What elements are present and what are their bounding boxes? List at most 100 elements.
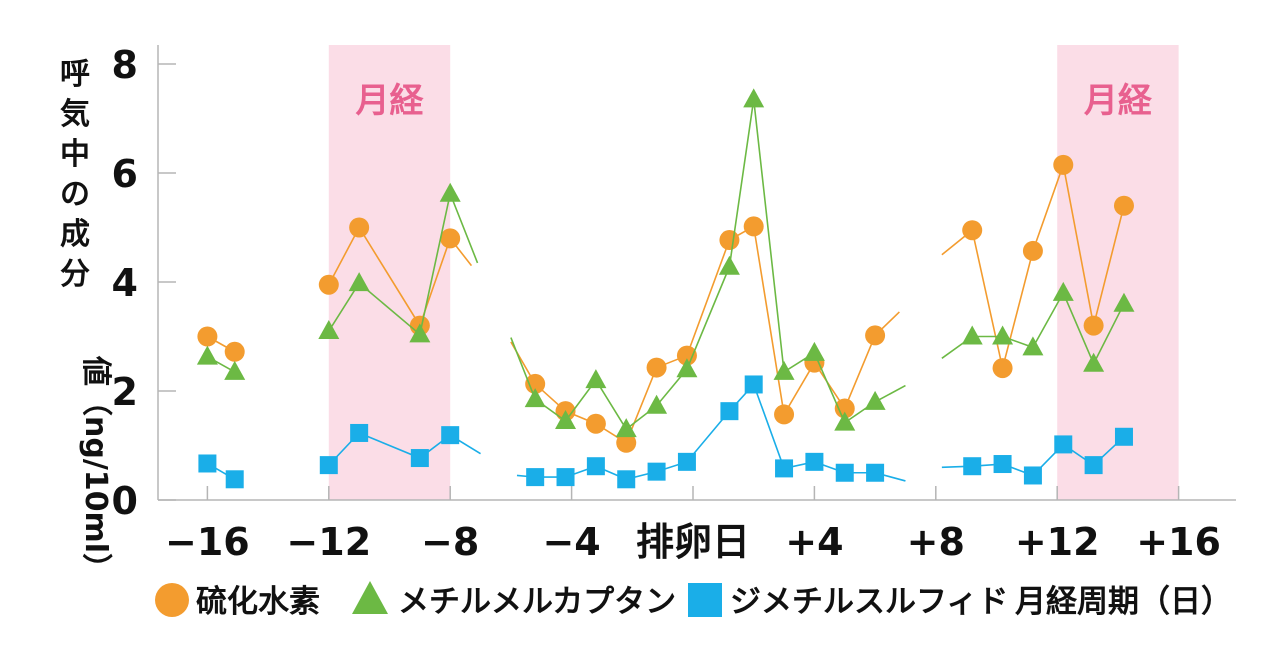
legend-label-0: 硫化水素 [196, 584, 320, 620]
x-tick-label-5: +4 [785, 520, 843, 564]
series-0-point-0-0 [197, 326, 218, 347]
y-tick-label-1: 2 [112, 370, 138, 414]
series-0-point-1-1 [349, 217, 370, 238]
series-0-point-2-4 [616, 432, 637, 453]
series-2-point-1-0 [319, 456, 338, 475]
series-2-point-3-1 [963, 457, 982, 476]
series-2-point-0-1 [225, 470, 244, 489]
series-2-point-0-0 [198, 454, 217, 473]
series-1-point-2-2 [555, 409, 577, 429]
y-tick-label-3: 6 [112, 152, 138, 196]
legend-label-2: ジメチルスルフィド [730, 584, 1008, 620]
series-0-point-2-11 [834, 398, 855, 419]
series-1-point-2-10 [803, 341, 825, 361]
series-0-point-2-6 [676, 345, 697, 366]
x-tick-label-3: −4 [542, 520, 600, 564]
series-0-point-2-9 [774, 404, 795, 425]
series-1-point-2-3 [585, 369, 607, 389]
series-0-point-0-1 [224, 341, 245, 362]
series-2-point-3-4 [1054, 435, 1073, 454]
series-1-point-3-3 [1022, 336, 1044, 356]
series-1-point-2-5 [646, 394, 668, 414]
series-2-point-2-12 [866, 463, 885, 482]
series-2-point-1-1 [350, 423, 369, 442]
series-0-point-2-5 [646, 357, 667, 378]
y-axis-label-char-1: 気 [60, 97, 90, 132]
y-tick-label-4: 8 [112, 43, 138, 87]
series-0-point-3-3 [1022, 240, 1043, 261]
series-1-point-2-6 [676, 358, 698, 378]
series-2-point-2-6 [677, 452, 696, 471]
series-1-point-1-1 [348, 272, 370, 292]
legend: 硫化水素 メチルメルカプタン ジメチルスルフィド 月経周期（日） [155, 581, 1232, 620]
series-2-point-2-11 [835, 463, 854, 482]
series-0-point-1-3 [440, 228, 461, 249]
series-2 [198, 375, 1133, 489]
series-0-point-2-3 [585, 413, 606, 434]
series-1-point-1-2 [409, 323, 431, 343]
series-1-point-3-2 [992, 325, 1014, 345]
series-1-point-3-1 [961, 325, 983, 345]
y-axis-label-char-3: の [60, 177, 90, 212]
series-2-point-2-2 [556, 468, 575, 487]
series-1-point-1-3 [439, 182, 461, 202]
series-2-point-3-5 [1084, 456, 1103, 475]
series-0-point-1-0 [318, 274, 339, 295]
menstruation-band-label-0: 月経 [356, 81, 425, 121]
series-0-point-3-2 [992, 358, 1013, 379]
series-1-point-2-7 [718, 255, 740, 275]
series-1-point-2-9 [773, 360, 795, 380]
series-0-point-2-7 [719, 230, 740, 251]
series-0 [197, 154, 1134, 453]
menstruation-bands: 月経 月経 [328, 45, 1179, 500]
legend-marker-0 [155, 583, 189, 617]
x-tick-label-4: 排卵日 [636, 520, 750, 564]
series-2-point-2-10 [805, 452, 824, 471]
x-tick-label-2: −8 [421, 520, 479, 564]
series-1-point-1-0 [318, 320, 340, 340]
series-1-point-2-4 [615, 418, 637, 438]
x-tick-label-6: +8 [907, 520, 965, 564]
axes: 0 2 4 6 8 −16 −12 −8 −4 排卵日 +4 +8 +12 +16 [112, 43, 1236, 564]
series-1-point-2-1 [524, 388, 546, 408]
menstruation-band-1 [1057, 45, 1179, 500]
y-axis-label-char-5: 分 [60, 257, 90, 292]
series-1-point-3-4 [1052, 281, 1074, 301]
series-1-point-2-8 [743, 88, 765, 108]
series-2-point-2-1 [526, 468, 545, 487]
series-0-point-3-1 [962, 220, 983, 241]
series-2-point-2-5 [647, 462, 666, 481]
series-0-point-3-6 [1113, 195, 1134, 216]
x-tick-label-8: +16 [1136, 520, 1221, 564]
y-axis-label-char-4: 成 [60, 217, 90, 252]
menstruation-band-label-1: 月経 [1084, 81, 1153, 121]
series-group [196, 88, 1135, 489]
legend-marker-1 [352, 581, 388, 614]
series-0-point-2-1 [525, 373, 546, 394]
series-0-point-3-5 [1083, 315, 1104, 336]
series-2-point-3-6 [1114, 427, 1133, 446]
series-2-point-2-7 [720, 402, 739, 421]
series-2-point-2-9 [775, 459, 794, 478]
series-2-point-2-8 [744, 375, 763, 394]
legend-marker-2 [688, 583, 722, 617]
x-axis-label: 月経周期（日） [1015, 584, 1232, 620]
series-1-point-0-0 [196, 345, 218, 365]
y-axis-label-char-2: 中 [60, 137, 90, 172]
series-1-point-2-12 [864, 390, 886, 410]
x-tick-label-7: +12 [1015, 520, 1100, 564]
series-1 [196, 88, 1135, 438]
series-1-line-2 [510, 99, 906, 431]
y-axis-label-unit: 値（ng/10ml） [78, 355, 113, 583]
series-1-point-0-1 [224, 360, 246, 380]
series-2-point-2-4 [617, 470, 636, 489]
series-2-point-2-3 [586, 457, 605, 476]
series-1-point-2-11 [834, 411, 856, 431]
legend-label-1: メチルメルカプタン [398, 584, 676, 620]
series-1-point-3-5 [1083, 352, 1105, 372]
y-axis-label-char-0: 呼 [60, 57, 90, 92]
series-1-point-3-6 [1113, 292, 1135, 312]
series-0-point-3-4 [1053, 154, 1074, 175]
